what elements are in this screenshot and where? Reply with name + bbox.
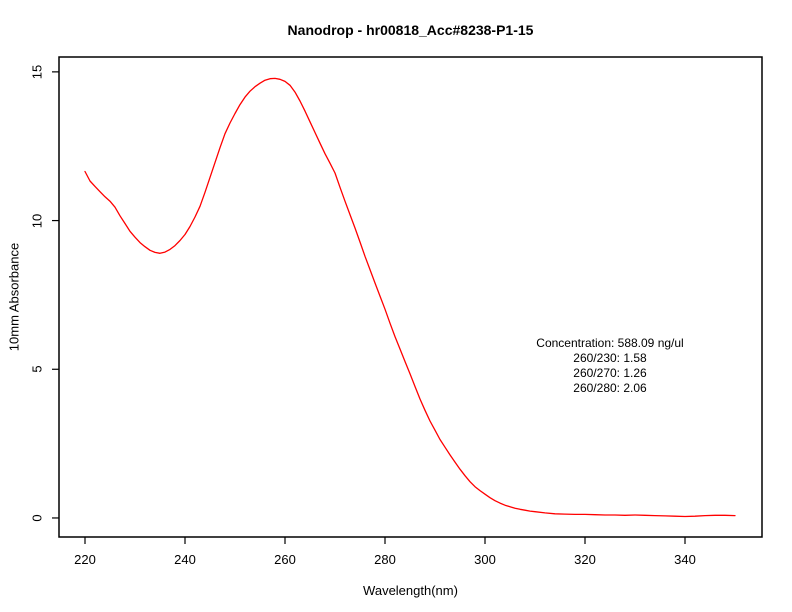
- x-tick-label: 300: [474, 552, 496, 567]
- y-axis-label: 10mm Absorbance: [6, 242, 22, 352]
- chart-title: Nanodrop - hr00818_Acc#8238-P1-15: [287, 22, 534, 38]
- y-tick-label: 10: [29, 213, 45, 228]
- y-tick-label: 0: [29, 514, 45, 522]
- ratio-260-280: 260/280: 2.06: [573, 381, 647, 395]
- absorbance-curve: [84, 77, 736, 518]
- x-axis-label: Wavelength(nm): [363, 583, 458, 598]
- plot-box: [58, 56, 763, 538]
- x-tick-label: 280: [374, 552, 396, 567]
- x-tick-label: 340: [674, 552, 696, 567]
- x-tick-label: 240: [174, 552, 196, 567]
- x-tick-label: 220: [74, 552, 96, 567]
- concentration-value: Concentration: 588.09 ng/ul: [536, 336, 684, 350]
- measurement-annotation: Concentration: 588.09 ng/ul 260/230: 1.5…: [536, 336, 683, 396]
- y-tick-label: 5: [29, 365, 45, 373]
- y-tick-label: 15: [29, 64, 45, 80]
- x-tick-label: 320: [574, 552, 596, 567]
- ratio-260-270: 260/270: 1.26: [573, 366, 647, 380]
- x-tick-label: 260: [274, 552, 296, 567]
- ratio-260-230: 260/230: 1.58: [573, 351, 647, 365]
